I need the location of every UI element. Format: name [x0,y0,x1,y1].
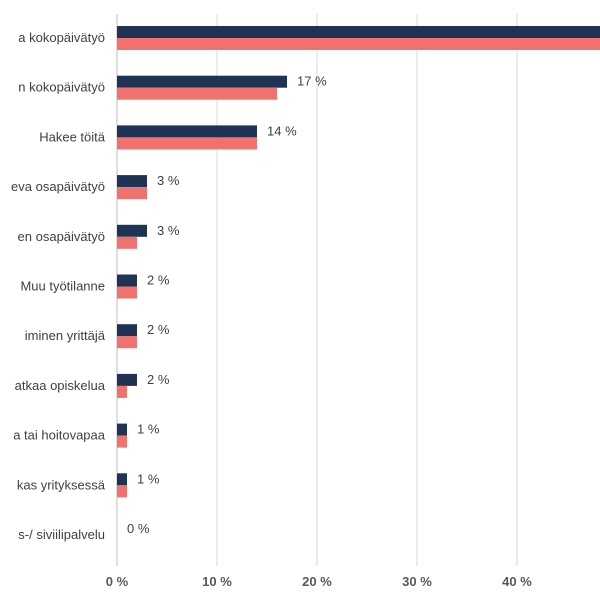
data-label-6: 2 % [147,322,170,337]
category-label-3: eva osapäivätyö [11,179,105,194]
bar-series1-1 [117,75,287,88]
bar-series1-6 [117,324,137,337]
x-tick-label-3: 30 % [402,574,432,589]
bar-series2-0 [117,38,600,50]
category-label-9: kas yrityksessä [17,477,106,492]
data-label-1: 17 % [297,74,327,89]
data-label-4: 3 % [157,223,180,238]
x-tick-label-1: 10 % [202,574,232,589]
bar-series1-8 [117,423,127,436]
category-label-6: iminen yrittäjä [25,328,106,343]
bar-series2-9 [117,485,127,498]
bar-series2-8 [117,435,127,448]
x-tick-label-2: 20 % [302,574,332,589]
data-label-8: 1 % [137,422,160,437]
data-label-10: 0 % [127,521,150,536]
x-tick-label-4: 40 % [502,574,532,589]
bar-series2-5 [117,286,137,299]
category-label-4: en osapäivätyö [18,229,105,244]
data-label-9: 1 % [137,471,160,486]
category-label-5: Muu työtilanne [20,279,105,294]
data-label-3: 3 % [157,173,180,188]
category-label-2: Hakee töitä [39,129,106,144]
bar-series2-1 [117,87,277,100]
bar-series2-4 [117,236,137,249]
bar-series1-7 [117,373,137,386]
category-label-7: atkaa opiskelua [15,378,106,393]
bar-series2-7 [117,385,127,398]
bar-series1-5 [117,274,137,287]
bar-series1-0 [117,26,600,38]
category-label-0: a kokopäivätyö [18,30,105,45]
bar-series2-6 [117,336,137,349]
bar-series1-2 [117,125,257,138]
bar-series2-2 [117,137,257,150]
bar-series1-3 [117,175,147,188]
bar-series2-3 [117,187,147,200]
category-label-1: n kokopäivätyö [18,80,105,95]
data-label-2: 14 % [267,123,297,138]
data-label-5: 2 % [147,273,170,288]
bar-series1-4 [117,224,147,237]
bar-series1-9 [117,473,127,486]
category-label-10: s-/ siviilipalvelu [18,527,105,542]
category-label-8: a tai hoitovapaa [13,428,106,443]
x-tick-label-0: 0 % [106,574,129,589]
data-label-7: 2 % [147,372,170,387]
